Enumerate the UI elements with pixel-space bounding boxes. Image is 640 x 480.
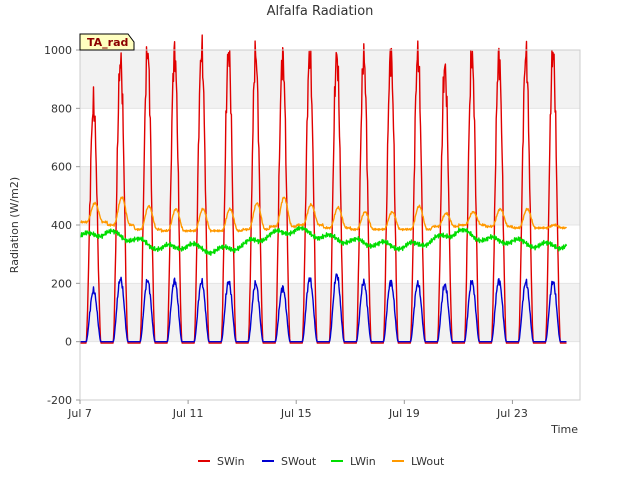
y-tick-label: 600 <box>51 161 72 174</box>
grid-band <box>80 50 580 109</box>
legend-label-lwout: LWout <box>411 455 445 468</box>
x-tick-label: Jul 19 <box>388 407 420 420</box>
x-tick-label: Jul 23 <box>496 407 528 420</box>
y-tick-label: -200 <box>47 394 72 407</box>
x-tick-label: Jul 11 <box>172 407 204 420</box>
x-tick-label: Jul 15 <box>280 407 312 420</box>
y-axis-label: Radiation (W/m2) <box>8 177 21 273</box>
series-line-swout <box>79 273 567 343</box>
series-line-swin <box>79 34 567 344</box>
series-line-lwout <box>79 196 568 233</box>
y-tick-label: 400 <box>51 219 72 232</box>
y-tick-label: 1000 <box>44 44 72 57</box>
legend-label-swin: SWin <box>217 455 245 468</box>
y-axis: -200 0 200 400 600 800 1000 <box>44 44 80 407</box>
ta-rad-badge: TA_rad <box>79 33 135 51</box>
legend-label-swout: SWout <box>281 455 317 468</box>
legend-label-lwin: LWin <box>350 455 376 468</box>
badge-label: TA_rad <box>87 36 128 49</box>
badge-box <box>79 33 135 51</box>
legend: SWin SWout LWin LWout <box>198 455 445 468</box>
x-axis: Jul 7 Jul 11 Jul 15 Jul 19 Jul 23 <box>67 400 528 420</box>
grid-band <box>80 166 580 225</box>
y-tick-label: 200 <box>51 277 72 290</box>
y-tick-label: 0 <box>65 336 72 349</box>
y-tick-label: 800 <box>51 102 72 115</box>
x-tick-label: Jul 7 <box>67 407 92 420</box>
x-axis-label: Time <box>550 423 578 436</box>
chart-title: Alfalfa Radiation <box>267 4 374 19</box>
series-layer <box>79 34 568 344</box>
series-line-lwin <box>79 225 568 256</box>
